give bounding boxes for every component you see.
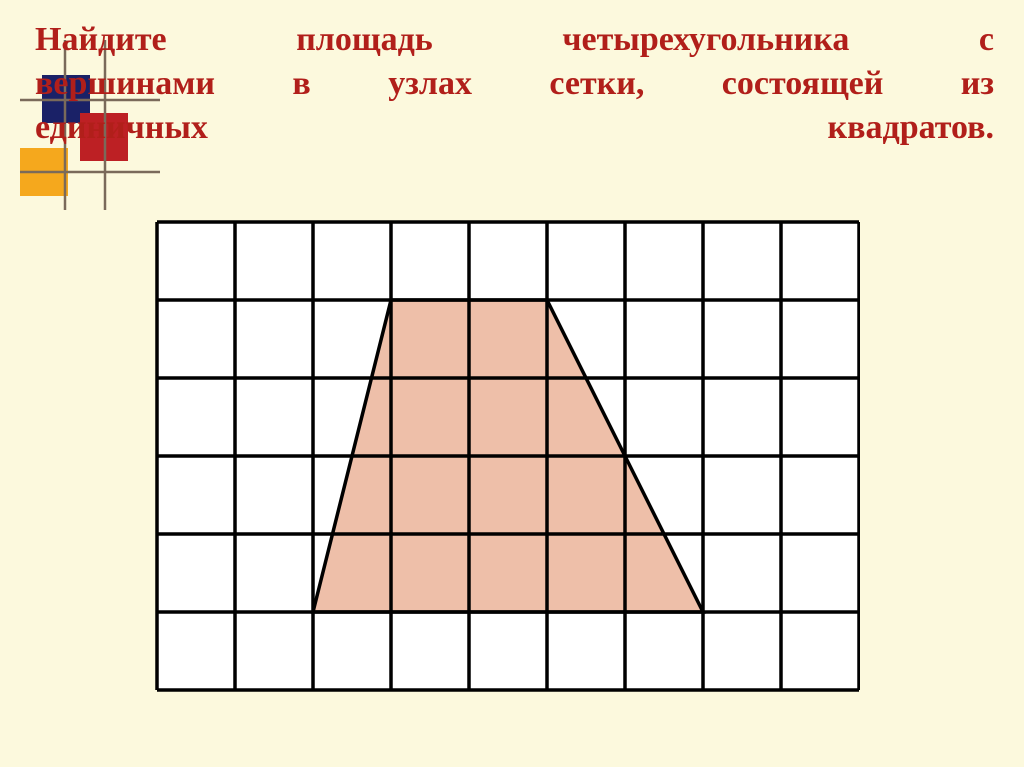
geometry-diagram xyxy=(155,220,860,695)
task-title: Найдите площадь четырехугольника с верши… xyxy=(35,18,994,151)
